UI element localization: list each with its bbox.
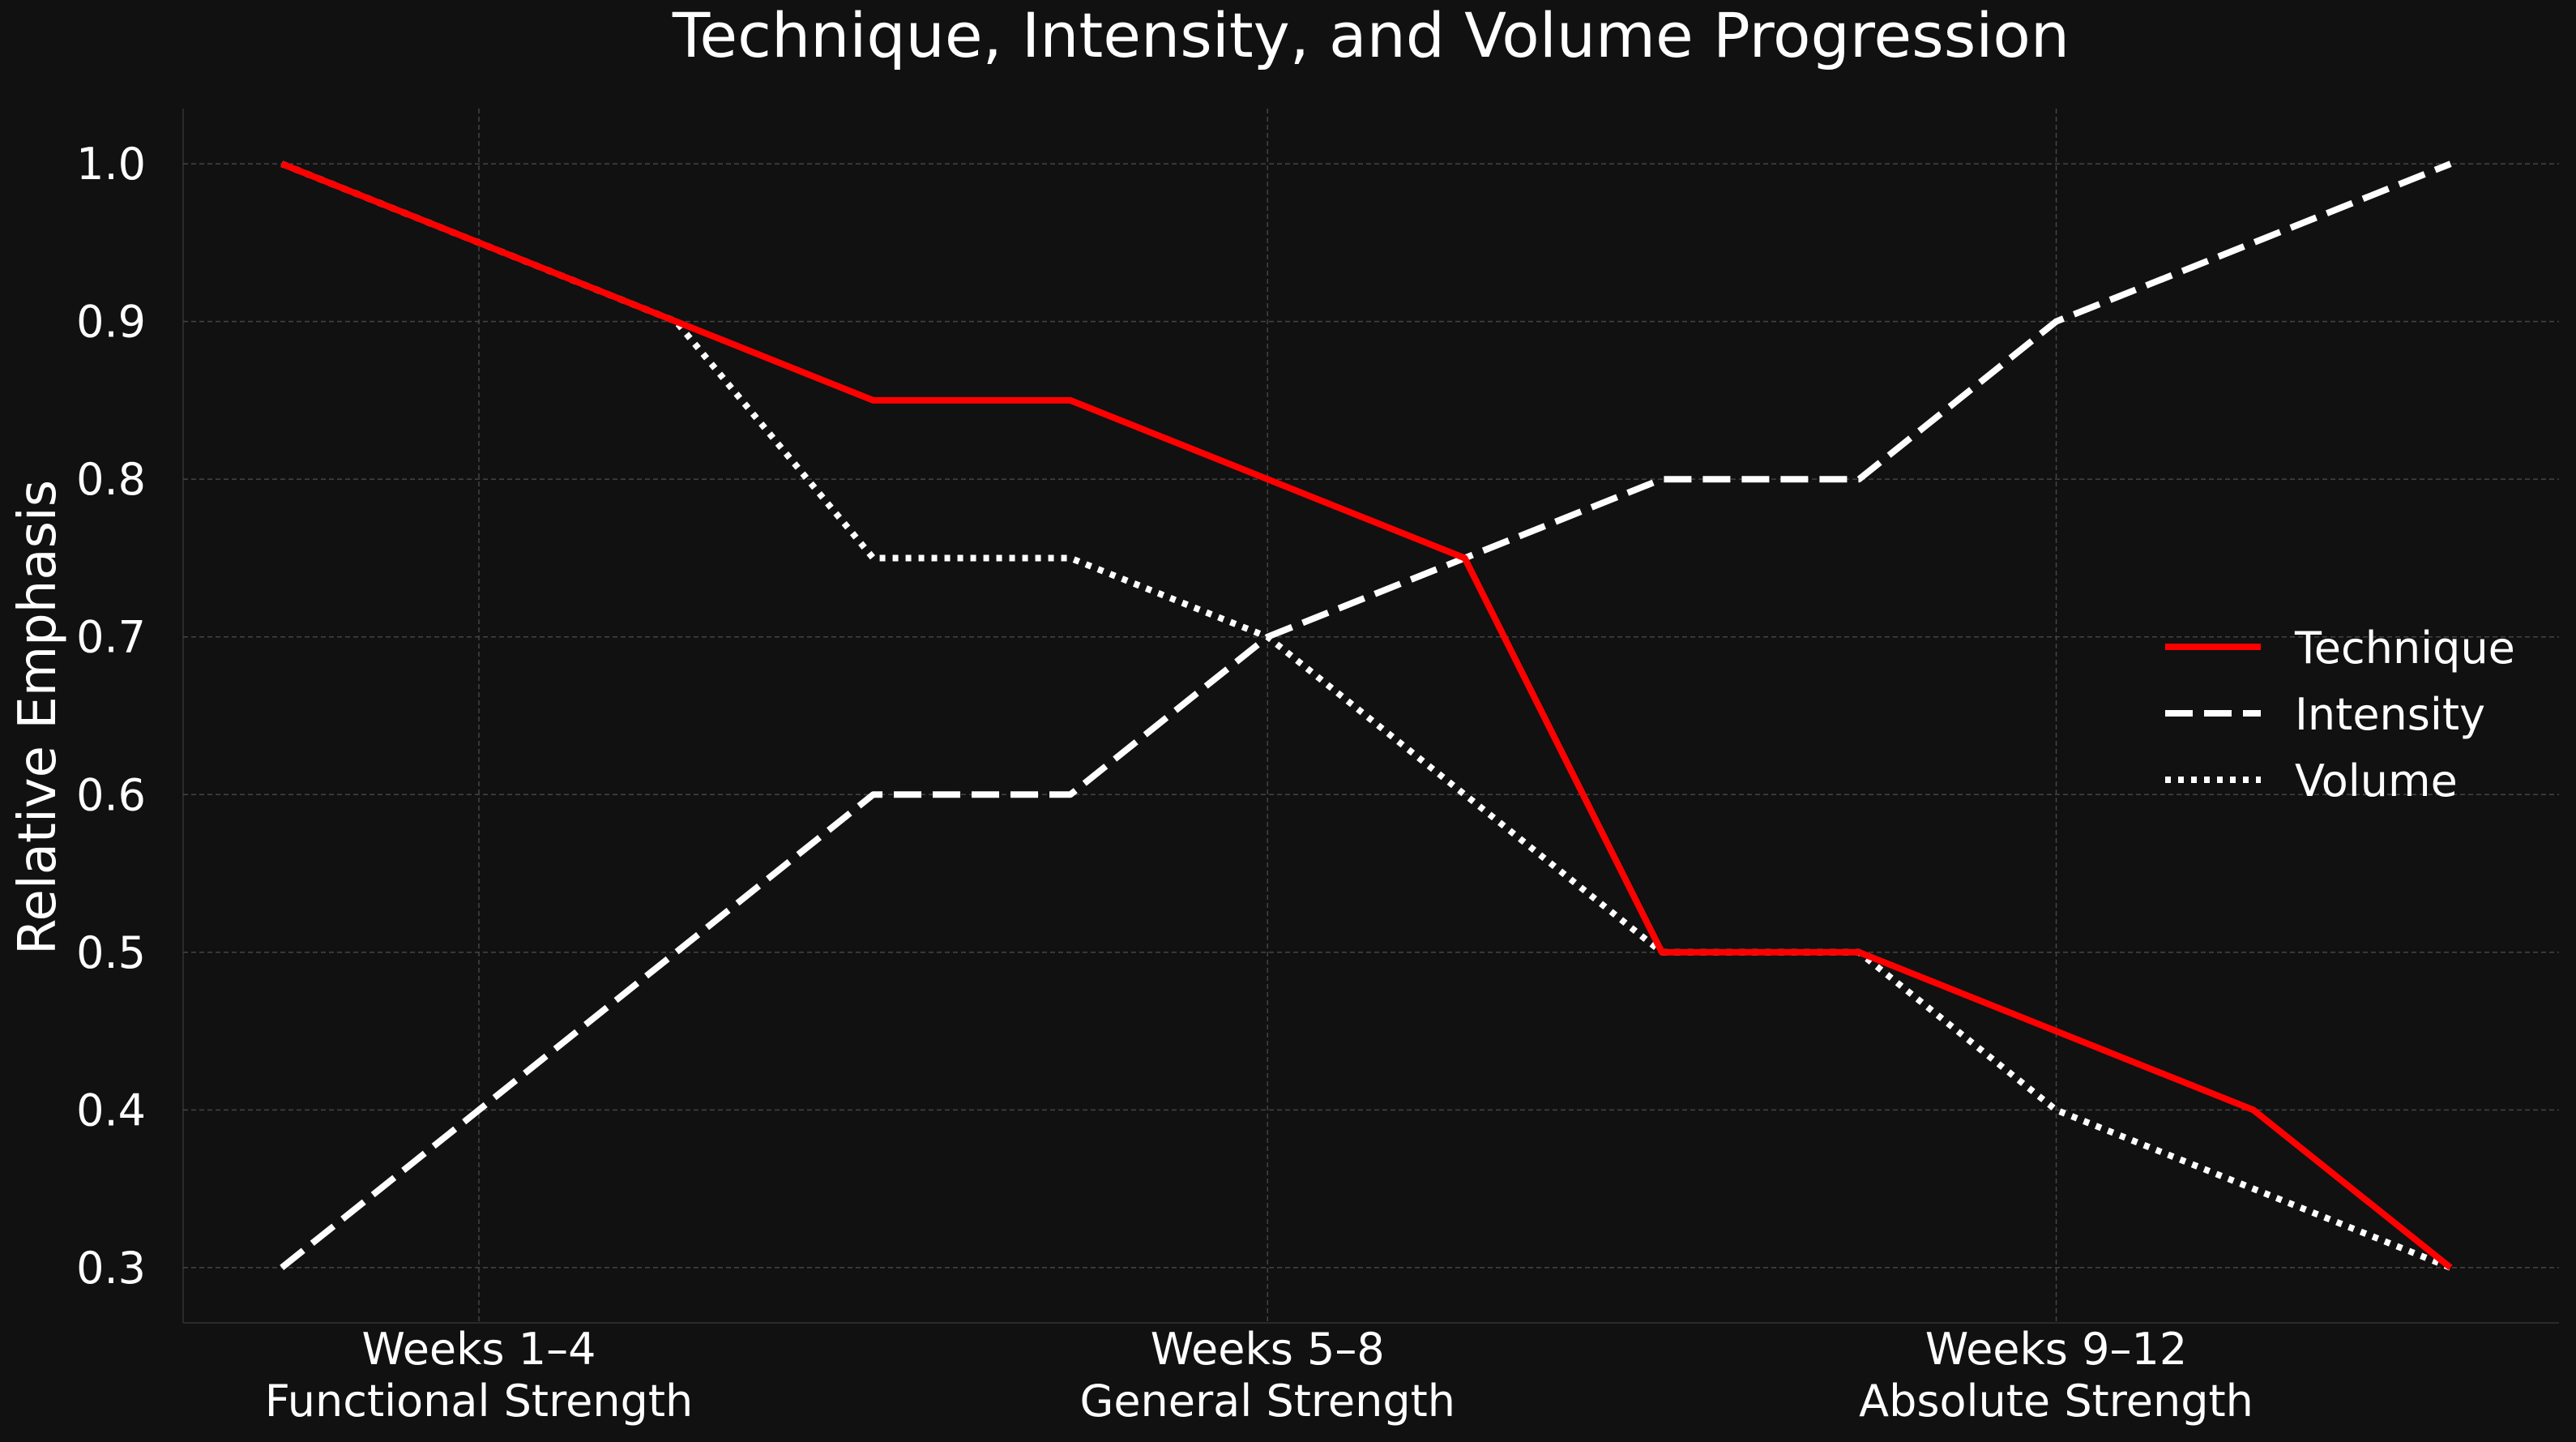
x-tick-label-1-weeks: Weeks 5–8: [1151, 1324, 1385, 1375]
y-tick-label-5: 0.8: [76, 454, 146, 505]
y-tick-label-2: 0.5: [76, 927, 146, 978]
series-line-intensity: [280, 160, 2452, 1271]
legend-label-volume: Volume: [2295, 755, 2458, 807]
axes-frame: [182, 109, 2559, 1324]
x-tick-label-2-weeks: Weeks 9–12: [1925, 1324, 2187, 1375]
y-axis-ticks: 0.3 0.4 0.5 0.6 0.7 0.8 0.9 1.0: [76, 139, 146, 1294]
chart-title: Technique, Intensity, and Volume Progres…: [672, 0, 2070, 71]
y-tick-label-6: 0.9: [76, 297, 146, 348]
legend-label-intensity: Intensity: [2295, 689, 2485, 740]
y-tick-label-4: 0.7: [76, 612, 146, 663]
y-tick-label-1: 0.4: [76, 1085, 146, 1136]
y-tick-label-0: 0.3: [76, 1243, 146, 1294]
y-tick-label-7: 1.0: [76, 139, 146, 190]
legend-label-technique: Technique: [2294, 623, 2515, 674]
y-axis-label: Relative Emphasis: [8, 480, 68, 955]
x-tick-label-0-weeks: Weeks 1–4: [361, 1324, 596, 1375]
y-tick-label-3: 0.6: [76, 769, 146, 820]
series-line-technique: [280, 160, 2453, 1271]
x-tick-label-0-phase: Functional Strength: [265, 1376, 694, 1427]
x-tick-label-2-phase: Absolute Strength: [1859, 1376, 2253, 1427]
grid-lines: [183, 109, 2559, 1323]
legend: Technique Intensity Volume: [2165, 623, 2515, 807]
series-layer: [280, 160, 2453, 1271]
x-tick-label-1-phase: General Strength: [1079, 1376, 1455, 1427]
